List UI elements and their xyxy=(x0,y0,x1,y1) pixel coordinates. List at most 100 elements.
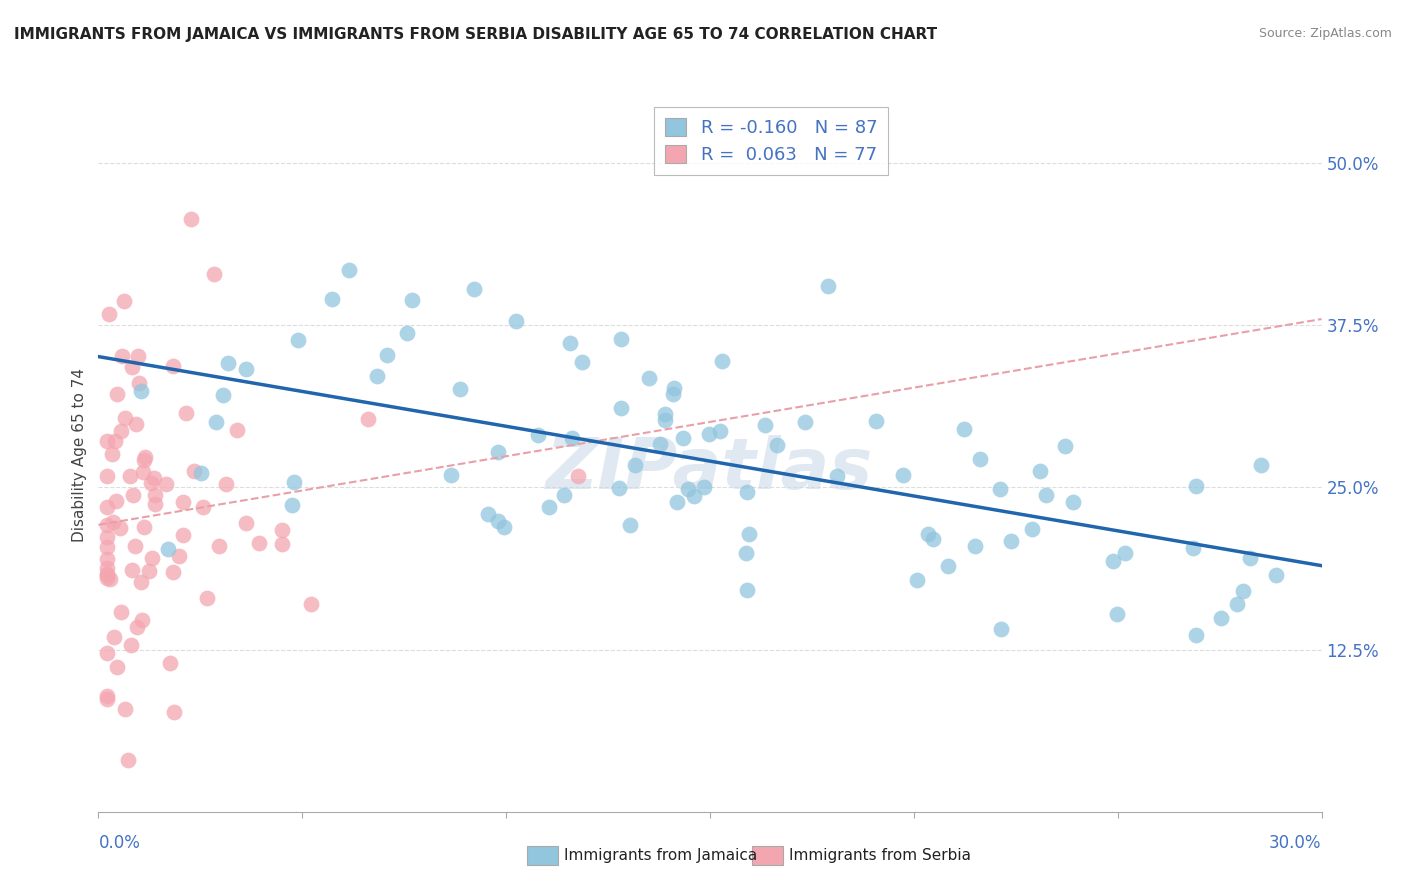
Point xyxy=(299,598,322,612)
Point xyxy=(96,434,118,448)
Point xyxy=(172,494,194,508)
Point xyxy=(96,540,118,554)
Point xyxy=(737,527,759,541)
Point xyxy=(709,424,731,438)
Point xyxy=(965,539,987,553)
Point xyxy=(114,411,136,425)
Point xyxy=(463,282,485,296)
Point xyxy=(567,469,589,483)
Point xyxy=(538,500,561,514)
Point xyxy=(477,507,499,521)
Point xyxy=(607,481,630,495)
Point xyxy=(610,332,633,346)
Point xyxy=(283,475,305,489)
Point xyxy=(131,575,153,590)
Point xyxy=(105,387,128,401)
Point xyxy=(129,384,152,398)
Point xyxy=(1105,607,1128,621)
Point xyxy=(217,355,239,369)
Point xyxy=(1062,495,1084,509)
Point xyxy=(1211,611,1233,625)
Point xyxy=(215,477,238,491)
Point xyxy=(891,468,914,483)
Text: ZIPatlas: ZIPatlas xyxy=(547,434,873,504)
Point xyxy=(131,613,153,627)
Point xyxy=(666,494,689,508)
Point xyxy=(96,567,118,582)
Point xyxy=(952,422,974,436)
Point xyxy=(96,646,118,660)
Point xyxy=(825,469,848,483)
Point xyxy=(111,349,134,363)
Point xyxy=(159,656,181,670)
Point xyxy=(212,388,235,402)
Point xyxy=(366,369,388,384)
Point xyxy=(157,542,180,557)
Point xyxy=(202,267,225,281)
Point xyxy=(623,458,645,472)
Point xyxy=(96,689,118,703)
Point xyxy=(1000,533,1022,548)
Point xyxy=(97,308,120,322)
Point xyxy=(155,477,177,491)
Point xyxy=(1239,551,1261,566)
Point xyxy=(271,537,294,551)
Point xyxy=(163,706,186,720)
Y-axis label: Disability Age 65 to 74: Disability Age 65 to 74 xyxy=(72,368,87,542)
Point xyxy=(101,515,124,529)
Point xyxy=(865,414,887,428)
Point xyxy=(208,539,231,553)
Point xyxy=(637,370,659,384)
Point xyxy=(321,292,343,306)
Point xyxy=(108,521,131,535)
Point xyxy=(1028,464,1050,478)
Point xyxy=(96,560,118,574)
Point xyxy=(683,489,706,503)
Point xyxy=(180,212,202,227)
Text: IMMIGRANTS FROM JAMAICA VS IMMIGRANTS FROM SERBIA DISABILITY AGE 65 TO 74 CORREL: IMMIGRANTS FROM JAMAICA VS IMMIGRANTS FR… xyxy=(14,27,938,42)
Point xyxy=(104,493,127,508)
Point xyxy=(280,498,302,512)
Point xyxy=(440,467,463,482)
Point xyxy=(139,475,162,490)
Point xyxy=(561,431,583,445)
Point xyxy=(737,485,759,500)
Point xyxy=(1226,598,1249,612)
Point xyxy=(117,753,139,767)
Point xyxy=(610,401,633,415)
Point xyxy=(110,424,132,438)
Point xyxy=(98,572,121,586)
Point xyxy=(143,497,166,511)
Point xyxy=(110,605,132,619)
Point xyxy=(661,387,683,401)
Text: 30.0%: 30.0% xyxy=(1270,834,1322,852)
Point xyxy=(131,465,153,479)
Point xyxy=(817,278,839,293)
Point xyxy=(1102,554,1125,568)
Point xyxy=(96,567,118,582)
Point xyxy=(990,622,1012,636)
Point xyxy=(619,518,641,533)
Point xyxy=(337,263,360,277)
Point xyxy=(1021,523,1043,537)
Point xyxy=(494,520,516,534)
Point xyxy=(793,415,815,429)
Point xyxy=(101,447,124,461)
Point xyxy=(183,464,205,478)
Point xyxy=(1035,487,1057,501)
Point xyxy=(693,480,716,494)
Point xyxy=(235,362,257,376)
Point xyxy=(124,539,146,553)
Point xyxy=(162,359,184,373)
Point xyxy=(120,469,142,483)
Point xyxy=(936,559,959,574)
Point xyxy=(190,466,212,480)
Point xyxy=(527,428,550,442)
Text: Immigrants from Serbia: Immigrants from Serbia xyxy=(789,848,970,863)
Point xyxy=(195,591,218,605)
Point xyxy=(287,333,309,347)
Point xyxy=(1250,458,1272,472)
Point xyxy=(648,437,671,451)
Point xyxy=(167,549,190,564)
Point xyxy=(664,381,686,395)
